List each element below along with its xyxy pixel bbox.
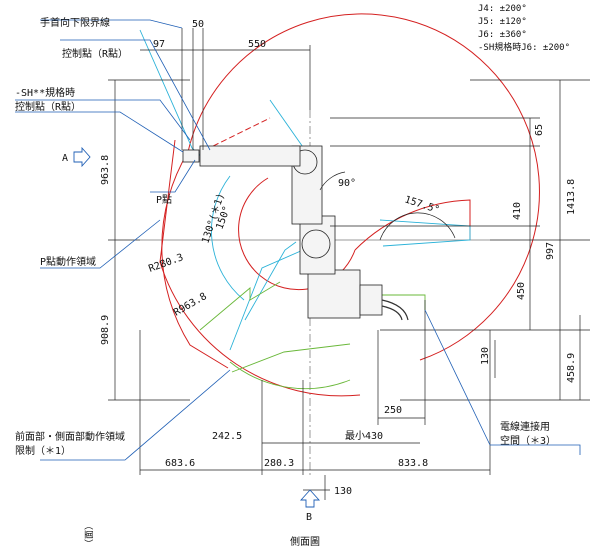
dim-963-8: 963.8 [100, 155, 111, 185]
view-a-label: A [62, 153, 68, 164]
dim-997: 997 [545, 242, 556, 260]
dim-908-9: 908.9 [100, 315, 111, 345]
dim-450: 450 [516, 282, 527, 300]
dim-683-6: 683.6 [165, 458, 195, 469]
dim-50: 50 [192, 19, 204, 30]
label-p-motion-area: P點動作領域 [40, 255, 96, 268]
label-cable-space-2: 空間（＊3） [500, 434, 556, 447]
view-b-label: B [306, 512, 312, 523]
dim-458-9: 458.9 [566, 353, 577, 383]
dim-1413-8: 1413.8 [566, 179, 577, 215]
dim-65: 65 [534, 124, 545, 136]
label-cable-space-1: 電線連接用 [500, 420, 550, 433]
dimension-lines [108, 28, 590, 500]
label-front-limit-2: 限制（＊1） [15, 444, 71, 457]
spec-line-j4: J4: ±200° [478, 4, 527, 14]
dim-130-vertical: 130 [480, 347, 491, 365]
dim-410: 410 [512, 202, 523, 220]
label-p-point: P點 [156, 193, 172, 206]
angle-90: 90° [338, 178, 356, 189]
label-side-view: 側面圖 [290, 535, 320, 548]
view-b-marker: B [299, 489, 321, 523]
label-sh-control-point-1: -SH**規格時 [15, 86, 75, 99]
dim-250: 250 [384, 405, 402, 416]
view-a-marker: A [62, 146, 91, 168]
dim-833-8: 833.8 [398, 458, 428, 469]
dim-min-430: 最小430 [345, 430, 383, 442]
label-wrist-limit: 手首向下限界線 [40, 16, 110, 29]
rotated-fragment: （面） [84, 521, 95, 548]
radius-280-3: R280.3 [147, 252, 185, 275]
dim-550: 550 [248, 39, 266, 50]
reach-envelope [159, 13, 540, 397]
spec-line-j6: J6: ±360° [478, 30, 527, 40]
leader-lines [15, 19, 581, 461]
robot-arm [182, 145, 409, 321]
dim-242-5: 242.5 [212, 431, 242, 442]
dim-97: 97 [153, 39, 165, 50]
label-front-limit-1: 前面部・側面部動作領域 [15, 430, 125, 443]
dim-130-horizontal: 130 [334, 486, 352, 497]
spec-line-sh-j6: -SH規格時J6: ±200° [478, 41, 570, 53]
label-control-point: 控制點（R點） [62, 47, 128, 60]
dim-280-3-horizontal: 280.3 [264, 458, 294, 469]
radius-963-8: R963.8 [172, 291, 209, 319]
spec-line-j5: J5: ±120° [478, 17, 527, 27]
label-sh-control-point-2: 控制點（R點） [15, 100, 81, 113]
